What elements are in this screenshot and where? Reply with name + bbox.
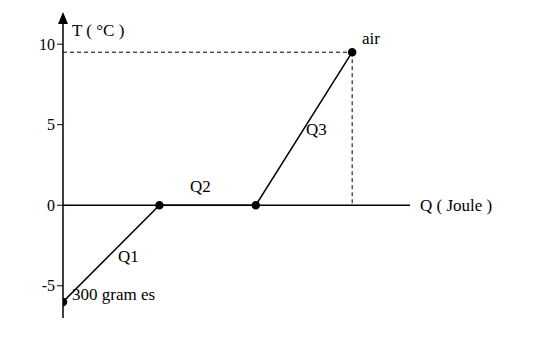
svg-text:300 gram es: 300 gram es [72, 285, 155, 304]
svg-text:T ( °C ): T ( °C ) [72, 21, 124, 40]
svg-text:0: 0 [47, 197, 55, 214]
svg-text:Q2: Q2 [190, 177, 211, 196]
svg-text:Q3: Q3 [306, 120, 327, 139]
svg-text:air: air [362, 29, 380, 48]
svg-text:Q1: Q1 [118, 247, 139, 266]
svg-text:5: 5 [47, 116, 55, 133]
svg-text:Q ( Joule ): Q ( Joule ) [420, 196, 492, 215]
svg-text:-5: -5 [42, 277, 55, 294]
svg-text:10: 10 [39, 36, 55, 53]
